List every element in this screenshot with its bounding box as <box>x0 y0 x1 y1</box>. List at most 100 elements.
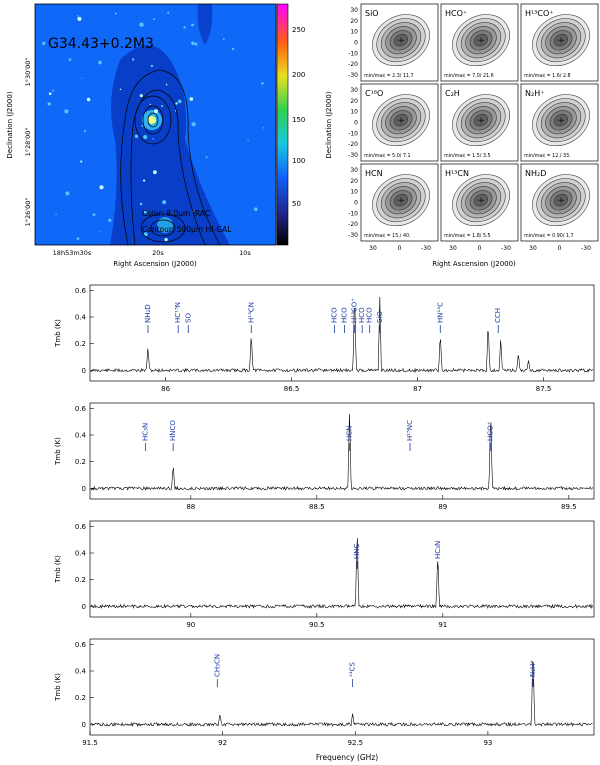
spectrum-frame <box>89 638 595 736</box>
colorbar-tick: 100 <box>292 157 305 165</box>
star <box>76 237 80 240</box>
star <box>68 58 72 61</box>
contour-lines <box>120 69 221 246</box>
star <box>191 23 194 27</box>
x-tick-label: 87 <box>413 385 422 393</box>
x-tick-label: 91.5 <box>82 739 98 747</box>
y-tick-label: 0.2 <box>75 576 86 584</box>
map-x-tick: -30 <box>581 245 591 252</box>
star <box>119 88 122 91</box>
map-y-tick: -30 <box>348 72 358 79</box>
tmb-axis-label: Tmb (K) <box>54 673 62 702</box>
line-label: HCO⁺ <box>487 421 495 441</box>
tmb-axis-label: Tmb (K) <box>54 555 62 584</box>
line-label: CH₃CN <box>213 654 221 677</box>
spectrum-frame <box>89 402 595 500</box>
map-panel: N₂H⁺ min/max = 12./ 33. <box>520 83 599 162</box>
bright-source-core <box>148 116 156 124</box>
y-tick-label: 0 <box>82 367 86 375</box>
ra-ticks: 18h53m30s 20s 10s <box>53 249 252 257</box>
dec-tick: 1°28'00" <box>24 128 32 157</box>
star <box>191 41 195 45</box>
map-x-tick: 30 <box>449 245 457 252</box>
line-label: N₂H⁺ <box>529 660 537 677</box>
x-tick-label: 92.5 <box>348 739 364 747</box>
y-tick-label: 0.6 <box>75 523 87 531</box>
map-grid: Declination (J2000) Right Ascension (J20… <box>325 3 599 268</box>
minmax-text: min/max = 1.5/ 3.5 <box>444 153 491 159</box>
map-y-tick: -20 <box>348 221 358 228</box>
map-y-tick: 20 <box>350 98 358 105</box>
center-cross <box>558 117 565 124</box>
star <box>98 60 102 65</box>
star-field <box>42 11 265 242</box>
star <box>153 18 156 21</box>
x-tick-label: 90 <box>186 621 195 629</box>
y-tick-label: 0 <box>82 485 86 493</box>
frequency-axis-label: Frequency (GHz) <box>316 753 378 762</box>
star <box>134 134 139 138</box>
spectrum-trace <box>90 538 593 610</box>
map-panel: NH₂D min/max = 0.90/ 1.7 <box>520 163 599 242</box>
map-y-tick: 0 <box>354 200 358 207</box>
spectrum-trace <box>90 413 593 491</box>
star <box>191 122 196 127</box>
line-label: HC₃N <box>434 541 442 559</box>
spectrum-panel: 0.6 0.4 0.2 0 Tmb (K) 86 86.5 87 87.5 NH₂D HC¹⁵N SO… <box>54 284 595 393</box>
star <box>162 200 167 205</box>
map-y-tick: -10 <box>348 130 358 137</box>
x-tick-label: 93 <box>483 739 492 747</box>
map-x-tick: 0 <box>558 245 562 252</box>
star <box>141 125 143 127</box>
ra-tick: 20s <box>152 249 164 257</box>
line-label: ¹³CS <box>349 662 357 678</box>
star <box>77 16 82 21</box>
star <box>143 179 146 182</box>
star <box>81 77 83 79</box>
molecule-name: H¹³CN <box>445 169 469 178</box>
molecule-name: C₂H <box>445 89 460 98</box>
colorbar-tick: 150 <box>292 116 305 124</box>
spectrum-panel: 0.6 0.4 0.2 0 Tmb (K) 88 88.5 89 89.5 HC₃N HNCO HCN… <box>54 402 595 511</box>
map-y-tick: 10 <box>350 189 358 196</box>
star <box>48 92 52 95</box>
star <box>52 89 55 92</box>
center-cross <box>558 37 565 44</box>
star <box>152 138 154 140</box>
molecule-name: N₂H⁺ <box>525 89 544 98</box>
dark-filament-top <box>197 4 213 45</box>
x-tick-label: 91 <box>438 621 447 629</box>
molecule-name: H¹³CO⁺ <box>525 9 554 18</box>
star <box>189 97 194 101</box>
map-panel: H¹³CN min/max = 1.8/ 5.5 <box>440 163 519 242</box>
star <box>262 127 265 129</box>
molecule-name: HCN <box>365 169 383 178</box>
dec-axis-label: Declination (J2000) <box>6 91 14 158</box>
star <box>247 139 249 142</box>
x-tick-label: 89 <box>438 503 447 511</box>
map-y-tick: -10 <box>348 50 358 57</box>
star <box>64 109 69 114</box>
map-y-tick: 10 <box>350 109 358 116</box>
line-label: H¹³CO⁺ <box>351 298 359 323</box>
minmax-text: min/max = 5.0/ 7.1 <box>364 153 411 159</box>
line-label: HCO <box>358 307 366 323</box>
image-frame <box>34 3 277 246</box>
star <box>47 102 51 106</box>
molecule-name: C¹⁸O <box>365 89 383 98</box>
star <box>55 213 57 215</box>
center-cross <box>558 197 565 204</box>
legend-color: Color: 8.0μm IRAC <box>142 209 210 218</box>
map-x-tick: -30 <box>421 245 431 252</box>
map-grid-ylabel: Declination (J2000) <box>325 91 333 158</box>
center-cross <box>398 117 405 124</box>
map-panel: HCN min/max = 15./ 40. <box>360 163 439 242</box>
star <box>76 15 79 17</box>
x-tick-label: 90.5 <box>309 621 325 629</box>
center-cross <box>398 197 405 204</box>
dec-tick: 1°26'00" <box>24 198 32 227</box>
ra-tick: 10s <box>239 249 251 257</box>
x-tick-label: 86.5 <box>284 385 300 393</box>
star <box>154 109 158 114</box>
